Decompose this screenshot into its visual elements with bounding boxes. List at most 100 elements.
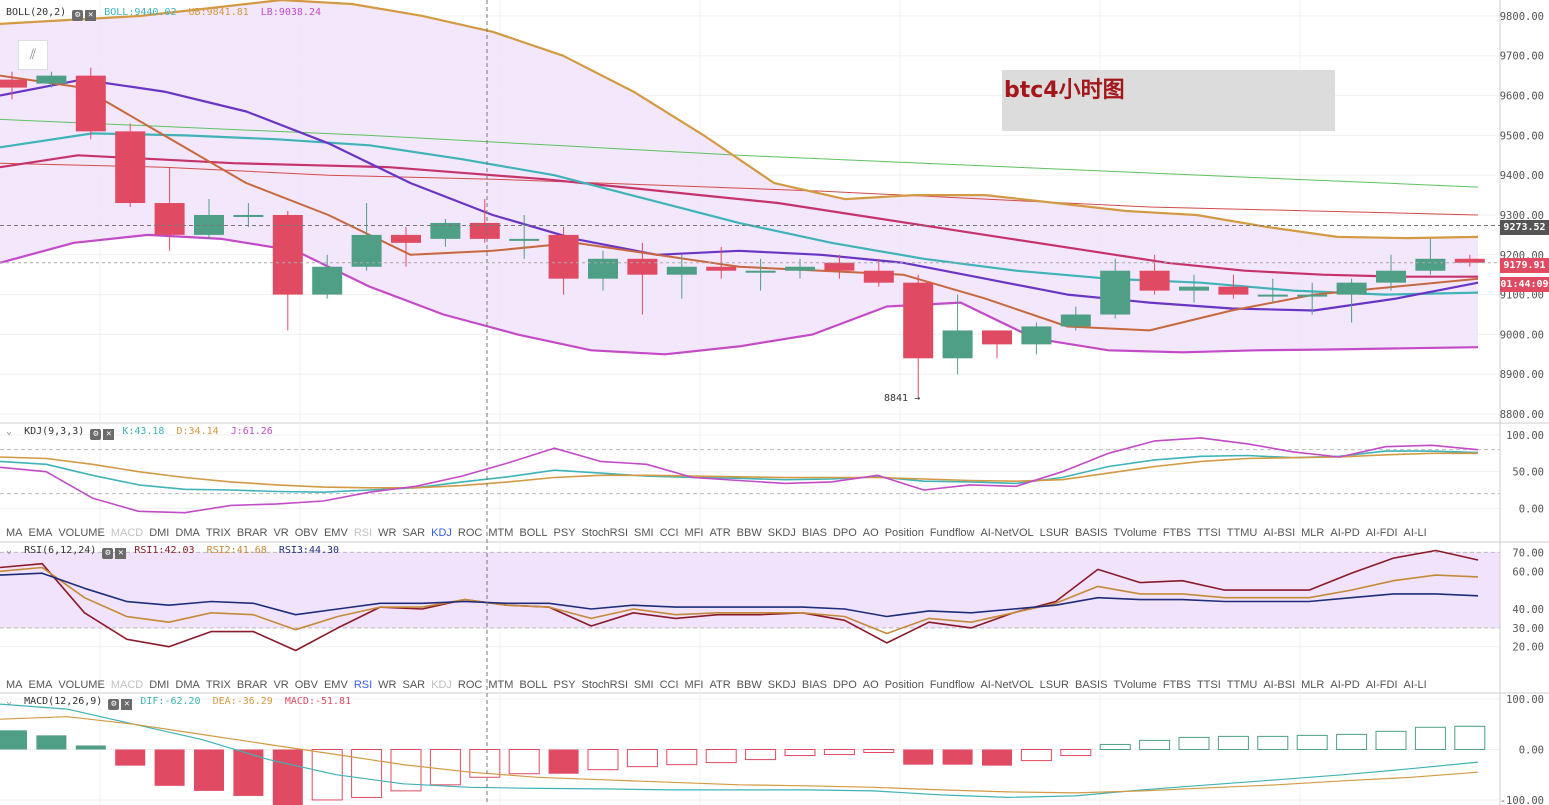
indicator-tab-emv[interactable]: EMV	[323, 527, 348, 539]
indicator-tab-mlr[interactable]: MLR	[1301, 527, 1325, 539]
indicator-tab-bias[interactable]: BIAS	[801, 527, 827, 539]
indicator-tab-boll[interactable]: BOLL	[519, 527, 548, 539]
indicator-tab-atr[interactable]: ATR	[709, 527, 731, 539]
indicator-tab-kdj[interactable]: KDJ	[431, 679, 452, 691]
indicator-tab-ai-fdi[interactable]: AI-FDI	[1365, 527, 1398, 539]
collapse-icon[interactable]: ⌄	[6, 426, 13, 437]
indicator-tab-stochrsi[interactable]: StochRSI	[581, 679, 629, 691]
indicator-tab-macd[interactable]: MACD	[110, 527, 144, 539]
indicator-tab-atr[interactable]: ATR	[709, 679, 731, 691]
indicator-tab-tvolume[interactable]: TVolume	[1113, 527, 1157, 539]
indicator-tab-bar[interactable]: MA EMA VOLUME MACD DMI DMA TRIX BRAR VR OBV EMV RSI…	[0, 524, 1500, 542]
indicator-tab-ftbs[interactable]: FTBS	[1162, 527, 1191, 539]
settings-icon[interactable]: ⚙	[72, 10, 84, 21]
indicator-tab-trix[interactable]: TRIX	[205, 527, 231, 539]
indicator-tab-ttsi[interactable]: TTSI	[1196, 527, 1221, 539]
indicator-tab-bar[interactable]: MA EMA VOLUME MACD DMI DMA TRIX BRAR VR OBV EMV RSI…	[0, 676, 1500, 694]
indicator-tab-fundflow[interactable]: Fundflow	[929, 679, 975, 691]
indicator-tab-bbw[interactable]: BBW	[736, 527, 762, 539]
indicator-tab-position[interactable]: Position	[884, 527, 924, 539]
price-axis[interactable]: 8800.008900.009000.009100.009200.009300.…	[1499, 0, 1544, 805]
indicator-tab-sar[interactable]: SAR	[402, 527, 426, 539]
indicator-tab-ai-li[interactable]: AI-LI	[1403, 527, 1427, 539]
indicator-tab-lsur[interactable]: LSUR	[1039, 527, 1069, 539]
indicator-tab-mfi[interactable]: MFI	[684, 679, 704, 691]
indicator-tab-ao[interactable]: AO	[862, 679, 879, 691]
indicator-tab-smi[interactable]: SMI	[634, 527, 654, 539]
indicator-tab-dpo[interactable]: DPO	[832, 527, 857, 539]
close-icon[interactable]: ✕	[121, 699, 133, 710]
indicator-tab-trix[interactable]: TRIX	[205, 679, 231, 691]
settings-icon[interactable]: ⚙	[108, 699, 120, 710]
indicator-tab-volume[interactable]: VOLUME	[58, 527, 105, 539]
indicator-tab-ttmu[interactable]: TTMU	[1226, 527, 1258, 539]
close-icon[interactable]: ✕	[103, 429, 115, 440]
indicator-tab-ma[interactable]: MA	[6, 527, 23, 539]
indicator-tab-ai-pd[interactable]: AI-PD	[1330, 527, 1360, 539]
indicator-tab-vr[interactable]: VR	[273, 527, 289, 539]
indicator-tab-tvolume[interactable]: TVolume	[1113, 679, 1157, 691]
indicator-tab-emv[interactable]: EMV	[323, 679, 348, 691]
indicator-tab-dma[interactable]: DMA	[175, 527, 200, 539]
indicator-tab-fundflow[interactable]: Fundflow	[929, 527, 975, 539]
indicator-tab-brar[interactable]: BRAR	[236, 527, 268, 539]
indicator-tab-roc[interactable]: ROC	[457, 679, 483, 691]
indicator-tab-mtm[interactable]: MTM	[488, 527, 514, 539]
drawing-tool-icon[interactable]: ⫽	[18, 40, 48, 70]
indicator-tab-ai-bsi[interactable]: AI-BSI	[1263, 527, 1296, 539]
candlestick-series[interactable]	[0, 67, 1485, 398]
indicator-tab-obv[interactable]: OBV	[294, 527, 318, 539]
indicator-tab-sar[interactable]: SAR	[402, 679, 426, 691]
indicator-tab-rsi[interactable]: RSI	[353, 679, 373, 691]
indicator-tab-roc[interactable]: ROC	[457, 527, 483, 539]
indicator-tab-skdj[interactable]: SKDJ	[767, 679, 796, 691]
indicator-tab-mfi[interactable]: MFI	[684, 527, 704, 539]
indicator-tab-ao[interactable]: AO	[862, 527, 879, 539]
indicator-tab-ema[interactable]: EMA	[28, 679, 53, 691]
close-icon[interactable]: ✕	[115, 548, 127, 559]
indicator-tab-vr[interactable]: VR	[273, 679, 289, 691]
indicator-tab-psy[interactable]: PSY	[553, 679, 576, 691]
indicator-tab-ma[interactable]: MA	[6, 679, 23, 691]
indicator-tab-wr[interactable]: WR	[378, 527, 397, 539]
indicator-tab-position[interactable]: Position	[884, 679, 924, 691]
indicator-tab-rsi[interactable]: RSI	[353, 527, 373, 539]
indicator-tab-ai-pd[interactable]: AI-PD	[1330, 679, 1360, 691]
indicator-tab-stochrsi[interactable]: StochRSI	[581, 527, 629, 539]
close-icon[interactable]: ✕	[85, 10, 97, 21]
settings-icon[interactable]: ⚙	[102, 548, 114, 559]
indicator-tab-basis[interactable]: BASIS	[1075, 679, 1108, 691]
indicator-tab-wr[interactable]: WR	[378, 679, 397, 691]
settings-icon[interactable]: ⚙	[90, 429, 102, 440]
indicator-tab-obv[interactable]: OBV	[294, 679, 318, 691]
indicator-tab-ai-netvol[interactable]: AI-NetVOL	[980, 679, 1034, 691]
indicator-tab-ema[interactable]: EMA	[28, 527, 53, 539]
collapse-icon[interactable]: ⌄	[6, 545, 13, 556]
indicator-tab-brar[interactable]: BRAR	[236, 679, 268, 691]
indicator-tab-ttsi[interactable]: TTSI	[1196, 679, 1221, 691]
indicator-tab-boll[interactable]: BOLL	[519, 679, 548, 691]
indicator-tab-ai-li[interactable]: AI-LI	[1403, 679, 1427, 691]
indicator-tab-dpo[interactable]: DPO	[832, 679, 857, 691]
indicator-tab-lsur[interactable]: LSUR	[1039, 679, 1069, 691]
indicator-tab-ai-fdi[interactable]: AI-FDI	[1365, 679, 1398, 691]
indicator-tab-cci[interactable]: CCI	[659, 679, 679, 691]
indicator-tab-smi[interactable]: SMI	[634, 679, 654, 691]
kdj-pane[interactable]	[0, 437, 1500, 514]
indicator-tab-dma[interactable]: DMA	[175, 679, 200, 691]
indicator-tab-ai-netvol[interactable]: AI-NetVOL	[980, 527, 1034, 539]
indicator-tab-bbw[interactable]: BBW	[736, 679, 762, 691]
indicator-tab-mtm[interactable]: MTM	[488, 679, 514, 691]
indicator-tab-bias[interactable]: BIAS	[801, 679, 827, 691]
rsi-pane[interactable]	[0, 549, 1500, 652]
indicator-tab-ai-bsi[interactable]: AI-BSI	[1263, 679, 1296, 691]
indicator-tab-volume[interactable]: VOLUME	[58, 679, 105, 691]
collapse-icon[interactable]: ⌄	[6, 696, 13, 707]
macd-pane[interactable]	[0, 703, 1486, 805]
indicator-tab-mlr[interactable]: MLR	[1301, 679, 1325, 691]
indicator-tab-ttmu[interactable]: TTMU	[1226, 679, 1258, 691]
indicator-tab-dmi[interactable]: DMI	[149, 679, 170, 691]
indicator-tab-dmi[interactable]: DMI	[149, 527, 170, 539]
indicator-tab-basis[interactable]: BASIS	[1075, 527, 1108, 539]
